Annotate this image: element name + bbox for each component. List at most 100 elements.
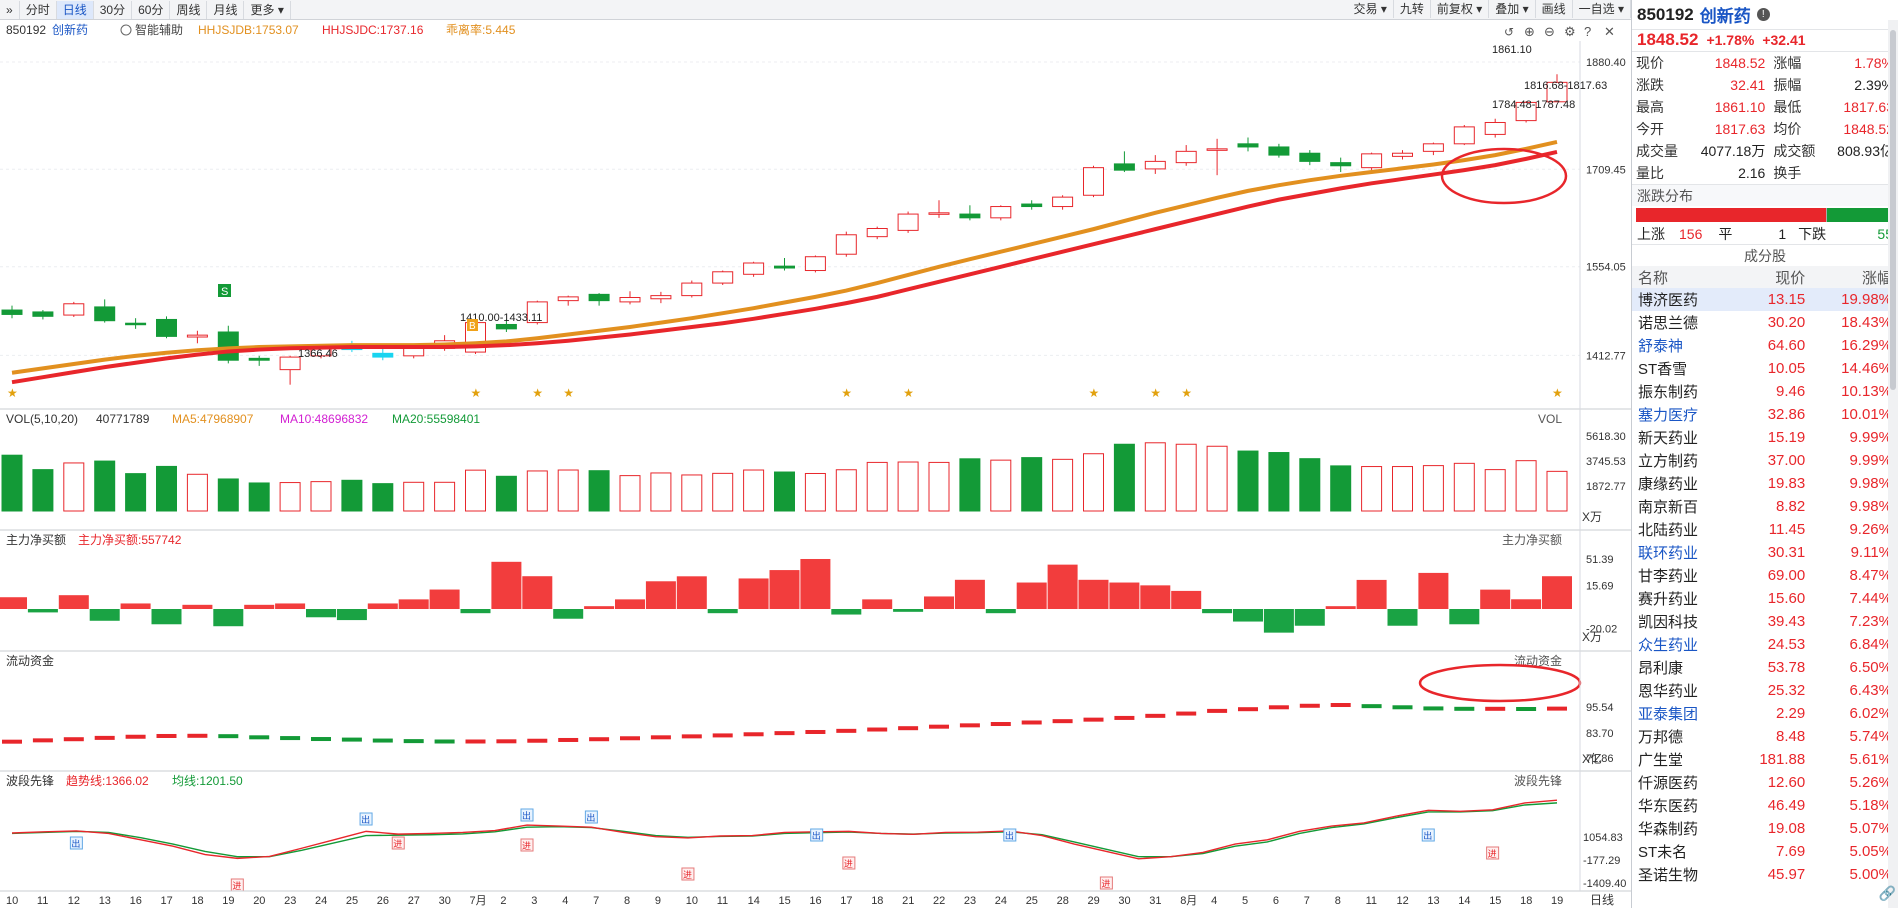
component-row[interactable]: 万邦德 8.48 5.74%: [1632, 725, 1898, 748]
tab-weekly[interactable]: 周线: [170, 0, 208, 19]
expand-icon[interactable]: »: [0, 0, 20, 19]
net-buy-bar: [800, 558, 831, 609]
volume-bar: [588, 470, 610, 512]
component-row[interactable]: 塞力医疗 32.86 10.01%: [1632, 403, 1898, 426]
wave-exit-text: 出: [522, 810, 531, 821]
wave-entry-text: 进: [232, 881, 241, 891]
net-buy-bar: [553, 609, 584, 619]
candle-body: [125, 322, 147, 326]
quote-panel: 850192 创新药 ! 1848.52 +1.78% +32.41 现价 184…: [1631, 0, 1898, 908]
kline-chart[interactable]: 850192 创新药 智能辅助 HHJSJDB:1753.07 HHJSJDC:…: [0, 21, 1631, 908]
volume-bar: [1113, 443, 1135, 512]
candle-body: [1, 309, 23, 315]
watchlist-button[interactable]: 一自选 ▾: [1573, 0, 1631, 18]
component-row[interactable]: 舒泰神 64.60 16.29%: [1632, 334, 1898, 357]
net-buy-bar: [1171, 590, 1202, 609]
component-row[interactable]: 仟源医药 12.60 5.26%: [1632, 771, 1898, 794]
x-tick-label: 23: [284, 895, 296, 907]
tab-more[interactable]: 更多 ▾: [244, 0, 291, 19]
candle-body: [557, 296, 579, 302]
component-row[interactable]: 新天药业 15.19 9.99%: [1632, 426, 1898, 449]
component-row[interactable]: 华东医药 46.49 5.18%: [1632, 794, 1898, 817]
net-buy-bar: [831, 609, 862, 615]
component-row[interactable]: 北陆药业 11.45 9.26%: [1632, 518, 1898, 541]
back-icon[interactable]: ↺: [1504, 25, 1514, 39]
component-name: 联环药业: [1638, 545, 1699, 562]
info-icon[interactable]: !: [1756, 8, 1770, 21]
component-price: 13.15: [1731, 288, 1812, 311]
buy-signal-text: B: [469, 321, 476, 332]
component-row[interactable]: ST未名 7.69 5.05%: [1632, 840, 1898, 863]
smart-assist-icon[interactable]: [120, 24, 132, 36]
quote-row: 现价 1848.52 涨幅 1.78%: [1632, 52, 1898, 74]
component-name: 塞力医疗: [1638, 407, 1699, 424]
draw-line-button[interactable]: 画线: [1536, 0, 1573, 18]
component-price: 10.05: [1767, 360, 1806, 377]
trade-button[interactable]: 交易 ▾: [1347, 0, 1394, 18]
col-price[interactable]: 现价: [1731, 266, 1812, 288]
component-row[interactable]: 立方制药 37.00 9.99%: [1632, 449, 1898, 472]
volume-bar: [32, 469, 54, 512]
col-change[interactable]: 涨幅: [1811, 266, 1898, 288]
quote-name[interactable]: 创新药: [1699, 7, 1751, 26]
candle-body: [248, 357, 270, 361]
component-row[interactable]: 恩华药业 25.32 6.43%: [1632, 679, 1898, 702]
scrollbar-thumb[interactable]: [1890, 30, 1896, 390]
flow-segment: [1052, 719, 1073, 724]
component-row[interactable]: 凯因科技 39.43 7.23%: [1632, 610, 1898, 633]
quote-cell: 涨跌: [1636, 77, 1664, 93]
tab-monthly[interactable]: 月线: [207, 0, 245, 19]
scrollbar[interactable]: [1888, 20, 1898, 908]
tab-daily[interactable]: 日线: [56, 0, 94, 19]
distribution-up-bar: [1636, 208, 1826, 222]
main-y-axis: 1880.40 1709.45 1554.05 1412.77: [1586, 57, 1626, 362]
smart-assist-label[interactable]: 智能辅助: [135, 22, 183, 37]
component-row[interactable]: 振东制药 9.46 10.13%: [1632, 380, 1898, 403]
star-icon: ★: [1181, 386, 1192, 400]
adjust-button[interactable]: 前复权 ▾: [1431, 0, 1490, 18]
candle-body: [712, 271, 734, 284]
component-row[interactable]: 赛升药业 15.60 7.44%: [1632, 587, 1898, 610]
component-row[interactable]: 博济医药 13.15 19.98%: [1632, 288, 1898, 311]
tab-fenshi[interactable]: 分时: [20, 0, 57, 19]
component-name: 新天药业: [1638, 430, 1699, 447]
candle-body: [681, 282, 703, 297]
x-tick-label: 20: [253, 895, 265, 907]
component-row[interactable]: ST香雪 10.05 14.46%: [1632, 357, 1898, 380]
tab-60min[interactable]: 60分: [132, 0, 171, 19]
help-icon[interactable]: ?: [1584, 24, 1591, 39]
overlay-button[interactable]: 叠加 ▾: [1489, 0, 1536, 18]
nine-turn-button[interactable]: 九转: [1394, 0, 1431, 18]
component-row[interactable]: 诺思兰德 30.20 18.43%: [1632, 311, 1898, 334]
col-name[interactable]: 名称: [1632, 266, 1732, 288]
component-row[interactable]: 众生药业 24.53 6.84%: [1632, 633, 1898, 656]
close-icon[interactable]: ✕: [1604, 24, 1615, 39]
chart-area[interactable]: 850192 创新药 智能辅助 HHJSJDB:1753.07 HHJSJDC:…: [0, 21, 1631, 908]
component-row[interactable]: 亚泰集团 2.29 6.02%: [1632, 702, 1898, 725]
tab-30min[interactable]: 30分: [94, 0, 133, 19]
zoom-out-icon[interactable]: ⊖: [1544, 24, 1555, 39]
quote-cell: 2.16: [1738, 165, 1766, 181]
component-row[interactable]: 圣诺生物 45.97 5.00%: [1632, 863, 1898, 886]
candle-body: [1206, 148, 1228, 151]
link-icon[interactable]: 🔗: [1878, 885, 1896, 901]
component-row[interactable]: 甘李药业 69.00 8.47%: [1632, 564, 1898, 587]
net-buy-bar: [58, 595, 89, 609]
net-buy-bar: [120, 603, 151, 609]
settings-icon[interactable]: ⚙: [1564, 24, 1576, 39]
x-tick-label: 12: [68, 895, 80, 907]
vol-tick-label: 5618.30: [1586, 431, 1626, 443]
component-row[interactable]: 南京新百 8.82 9.98%: [1632, 495, 1898, 518]
wave-entry-badge: [842, 856, 856, 870]
component-row[interactable]: 联环药业 30.31 9.11%: [1632, 541, 1898, 564]
component-row[interactable]: 康缘药业 19.83 9.98%: [1632, 472, 1898, 495]
quote-cell: 808.93亿: [1837, 143, 1894, 159]
candle-body: [1392, 152, 1413, 157]
net-buy-bar: [336, 609, 367, 621]
zoom-in-icon[interactable]: ⊕: [1524, 24, 1535, 39]
component-row[interactable]: 昂利康 53.78 6.50%: [1632, 656, 1898, 679]
component-row[interactable]: 广生堂 181.88 5.61%: [1632, 748, 1898, 771]
component-row[interactable]: 华森制药 19.08 5.07%: [1632, 817, 1898, 840]
flow-segment: [1083, 717, 1104, 722]
volume-bar: [959, 458, 981, 512]
